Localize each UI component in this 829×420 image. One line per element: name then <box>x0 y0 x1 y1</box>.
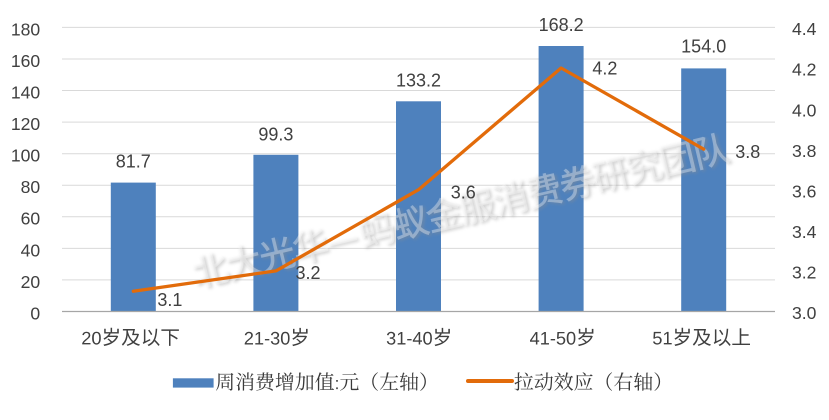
svg-text:4.2: 4.2 <box>592 59 617 79</box>
svg-text:80: 80 <box>21 177 41 197</box>
svg-text:100: 100 <box>11 146 41 166</box>
svg-text:3.2: 3.2 <box>792 263 816 283</box>
svg-text:4.4: 4.4 <box>792 19 817 39</box>
svg-text:154.0: 154.0 <box>681 37 726 57</box>
svg-text:3.4: 3.4 <box>792 222 817 242</box>
svg-text:168.2: 168.2 <box>539 15 584 35</box>
svg-text:4.2: 4.2 <box>792 60 816 80</box>
svg-text:133.2: 133.2 <box>396 71 441 91</box>
svg-text:20: 20 <box>21 272 41 292</box>
svg-text:3.8: 3.8 <box>735 142 760 162</box>
svg-text:99.3: 99.3 <box>258 125 293 145</box>
svg-text:3.2: 3.2 <box>296 263 321 283</box>
svg-text:40: 40 <box>21 240 41 260</box>
svg-text:3.1: 3.1 <box>157 290 182 310</box>
svg-text:3.6: 3.6 <box>792 181 817 201</box>
svg-text:3.8: 3.8 <box>792 141 817 161</box>
svg-text:60: 60 <box>21 209 41 229</box>
svg-text:140: 140 <box>11 82 41 102</box>
svg-text:4.0: 4.0 <box>792 100 817 120</box>
svg-text:180: 180 <box>11 19 41 39</box>
svg-text:160: 160 <box>11 51 41 71</box>
svg-text:0: 0 <box>30 303 40 323</box>
svg-text:3.0: 3.0 <box>792 303 817 323</box>
svg-text:3.6: 3.6 <box>451 183 476 203</box>
svg-text:81.7: 81.7 <box>116 152 151 172</box>
svg-text:120: 120 <box>11 114 41 134</box>
